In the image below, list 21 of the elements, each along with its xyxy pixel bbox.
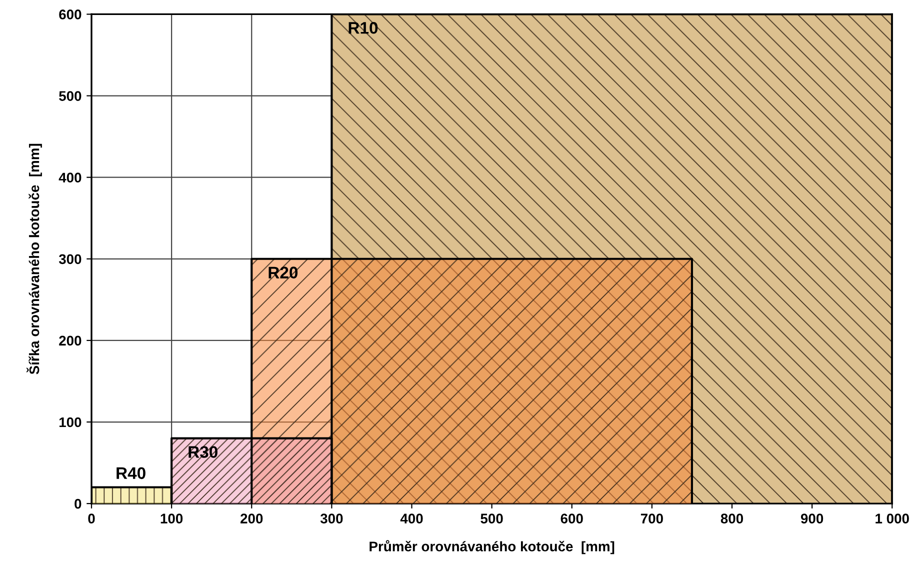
x-tick-label: 800 (720, 514, 744, 524)
x-tick-label: 1 000 (876, 514, 909, 524)
x-tick-label: 600 (560, 514, 583, 524)
x-tick-label: 200 (240, 514, 263, 524)
x-tick-label: 900 (800, 514, 824, 524)
y-tick-label: 0 (74, 498, 82, 509)
x-axis-title: Průměr orovnávaného kotouče [mm] (370, 540, 614, 554)
x-tick-label: 100 (160, 514, 183, 524)
y-tick-label: 200 (59, 336, 82, 346)
y-tick-label: 300 (58, 254, 82, 264)
y-tick-label: 100 (59, 417, 82, 428)
y-tick-label: 600 (59, 10, 82, 20)
y-axis-title: Šířka orovnávaného kotouče [mm] (26, 144, 42, 374)
x-tick-label: 0 (88, 514, 95, 524)
x-tick-label: 300 (320, 514, 343, 524)
series-label: R40 (116, 467, 146, 480)
y-tick-label: 500 (59, 91, 82, 101)
x-tick-label: 500 (480, 514, 503, 524)
y-tick-label: 400 (58, 172, 82, 183)
x-tick-label: 700 (640, 514, 663, 524)
x-tick-label: 400 (400, 514, 423, 524)
